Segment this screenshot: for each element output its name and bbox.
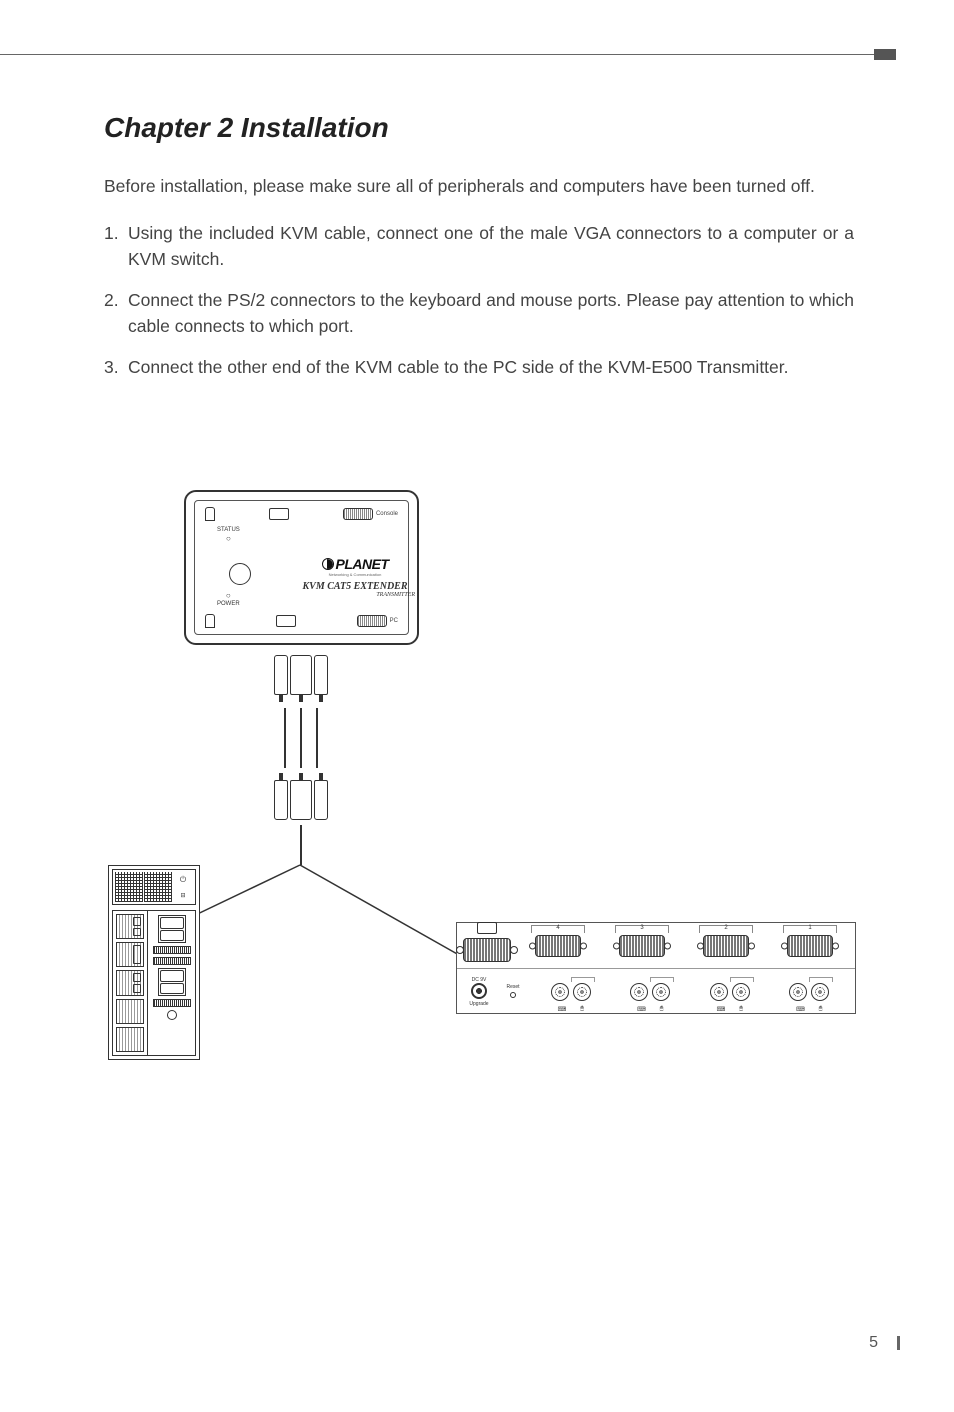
brand-tagline: Networking & Communication [295,572,415,577]
port-bracket: 2 [699,925,753,933]
kvm-ps2-row: DC 9V Upgrade Reset ⌨🖱 ⌨ [457,969,855,1015]
ps2-port-icon [710,983,728,1001]
page-number: 5 [869,1334,878,1352]
status-led: STATUS [217,527,240,544]
header-marker [874,49,896,60]
slot-icon [116,999,144,1024]
kvm-vga-port-icon [787,935,833,957]
vga-port-icon [357,615,387,627]
dc-power-block: DC 9V Upgrade [463,977,495,1007]
cable-wire [300,708,302,768]
kvm-switch-panel: 4 3 2 1 DC 9V Upgrade Reset ⌨� [456,922,856,1014]
cable-wire [300,825,302,865]
installation-diagram: Console STATUS PLANET Networking & Commu… [104,490,854,1110]
ps2-port-icon [811,983,829,1001]
power-led: POWER [217,591,240,608]
ps2-pair: ⌨🖱 [710,983,750,1001]
dc-jack-icon [471,983,487,999]
pc-port-block [158,968,186,996]
transmitter-box: Console STATUS PLANET Networking & Commu… [184,490,419,645]
pc-body [112,910,196,1056]
ps2-port-icon [573,983,591,1001]
port-bracket: 4 [531,925,585,933]
console-label: Console [376,511,398,517]
planet-logo: PLANET [295,556,415,572]
ps2-connector-icon [314,780,328,820]
slot-icon [116,1027,144,1052]
ps2-port-icon [732,983,750,1001]
vga-connector-icon [290,780,312,820]
rj45-port-icon [276,615,296,627]
port-bracket: 1 [783,925,837,933]
cable-wire [316,708,318,768]
ps2-connector-icon [274,655,288,695]
pc-expansion-slots [112,910,148,1056]
reset-button-icon [510,992,516,998]
ps2-port-icon [789,983,807,1001]
vga-port-icon [343,508,373,520]
rj45-port-icon [269,508,289,520]
intro-text: Before installation, please make sure al… [104,174,854,199]
ps2-port-icon [551,983,569,1001]
pc-label: PC [390,618,398,624]
kvm-vga-row: 4 3 2 1 [457,923,855,969]
transmitter-inner: Console STATUS PLANET Networking & Commu… [194,500,409,635]
dc-jack-icon [229,563,251,585]
vga-connector-icon [290,655,312,695]
ps2-pair: ⌨🖱 [551,983,591,1001]
planet-icon [322,558,334,570]
pc-strip-icon [153,957,191,965]
kvm-vga-port-icon [703,935,749,957]
kvm-console-vga-icon [463,938,511,962]
pc-io-icons: ⏻ ⊟ [173,872,193,902]
kvm-vga-port-icon [619,935,665,957]
cable-connector-bottom [271,770,331,820]
step-2: Connect the PS/2 connectors to the keybo… [104,288,854,339]
step-3: Connect the other end of the KVM cable t… [104,355,854,380]
dc-label: DC 9V [463,977,495,983]
installation-steps: Using the included KVM cable, connect on… [104,221,854,380]
ps2-connector-icon [274,780,288,820]
pc-tower: ⏻ ⊟ [108,865,200,1060]
ps2-connector-icon [314,655,328,695]
audio-jack-icon [205,507,215,521]
header-rule [0,54,880,55]
slot-icon [116,914,144,939]
port-bracket: 3 [615,925,669,933]
pc-vent-icon [115,872,143,902]
rj45-icon [477,922,497,934]
cable-wire [284,708,286,768]
model-line: KVM CAT5 EXTENDER [295,581,415,592]
cable-connector-top [271,655,331,705]
transmitter-bottom-ports: PC [205,612,398,630]
pc-strip-icon [153,999,191,1007]
kvm-vga-ports: 4 3 2 1 [519,935,849,957]
slot-icon [116,970,144,995]
pc-strip-icon [153,946,191,954]
ps2-pair: ⌨🖱 [630,983,670,1001]
page-content: Chapter 2 Installation Before installati… [104,112,854,396]
pc-vent-icon [144,872,172,902]
ps2-port-icon [652,983,670,1001]
ps2-port-icon [630,983,648,1001]
reset-block: Reset [501,984,525,1000]
reset-label: Reset [506,984,519,990]
slot-icon [116,942,144,967]
pc-port-block [158,915,186,943]
pc-main-panel [148,910,196,1056]
transmitter-top-ports: Console [205,505,398,523]
footer-marker [897,1336,900,1350]
ps2-pair: ⌨🖱 [789,983,829,1001]
brand-area: PLANET Networking & Communication KVM CA… [295,556,415,598]
kvm-ps2-ports: ⌨🖱 ⌨🖱 ⌨🖱 ⌨🖱 [531,983,849,1001]
audio-jack-icon [205,614,215,628]
kvm-vga-port-icon [535,935,581,957]
pc-jack-icon [167,1010,177,1020]
brand-name: PLANET [336,556,389,572]
model-sub: TRANSMITTER [295,592,415,598]
pc-top-panel: ⏻ ⊟ [112,869,196,905]
upgrade-label: Upgrade [463,1001,495,1007]
chapter-title: Chapter 2 Installation [104,112,854,144]
step-1: Using the included KVM cable, connect on… [104,221,854,272]
